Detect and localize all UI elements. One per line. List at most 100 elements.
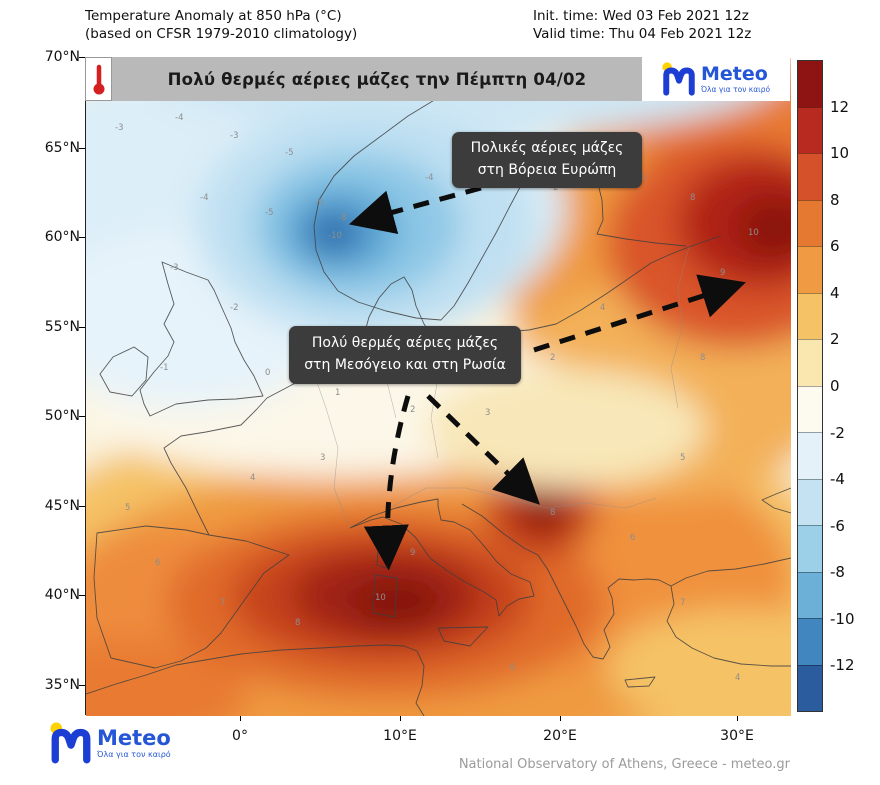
contour-value-label: 2: [550, 353, 556, 363]
colorbar-segment: [798, 664, 822, 711]
lon-tick-mark: [240, 715, 241, 721]
contour-value-label: 1: [335, 388, 341, 398]
contour-value-label: 3: [485, 408, 491, 418]
lat-tick-label: 35°N: [44, 677, 80, 693]
colorbar-segment: [798, 432, 822, 479]
arrow-polar-air: [348, 185, 482, 235]
footer-meteo-logo: Meteo Όλα για τον καιρό: [50, 722, 171, 764]
banner-title: Πολύ θερμές αέριες μάζες την Πέμπτη 04/0…: [167, 69, 587, 89]
credit-text: National Observatory of Athens, Greece -…: [458, 757, 790, 772]
anomaly-map: -3-4-3-5-4-5-6-8-10-6-4-3-2-3-2-10123246…: [85, 57, 791, 716]
arrow-warm-russia: [533, 274, 746, 353]
contour-value-label: -4: [425, 173, 434, 183]
contour-value-label: 6: [630, 533, 636, 543]
flow-arrows: [348, 185, 746, 571]
product-title-line1: Temperature Anomaly at 850 hPa (°C): [85, 8, 342, 24]
annotation-polar-air: Πολικές αέριες μάζες στη Βόρεια Ευρώπη: [452, 132, 642, 188]
contour-value-label: 4: [250, 473, 256, 483]
lat-tick-mark: [79, 57, 85, 58]
colorbar-segment: [798, 106, 822, 153]
colorbar-segment: [798, 246, 822, 293]
contour-value-label: -5: [265, 208, 274, 218]
colorbar-segment: [798, 478, 822, 525]
arrow-warm-italy: [363, 395, 411, 571]
colorbar-segment: [798, 339, 822, 386]
colorbar-segments: [797, 60, 823, 712]
contour-value-label: -2: [550, 183, 559, 193]
contour-value-label: -5: [285, 148, 294, 158]
colorbar-tick-label: -8: [830, 563, 845, 582]
lat-tick-mark: [79, 595, 85, 596]
contour-value-label: 8: [295, 618, 301, 628]
valid-time: Valid time: Thu 04 Feb 2021 12z: [533, 26, 752, 42]
colorbar-tick-label: 4: [830, 283, 840, 302]
annotation-warm-line1: Πολύ θερμές αέριες μάζες: [311, 335, 499, 352]
contour-value-label: 5: [680, 453, 686, 463]
init-time: Init. time: Wed 03 Feb 2021 12z: [533, 8, 749, 24]
colorbar-labels: 12 10 8 6 4 2 0 -2 -4 -6 -8 -10 -12: [830, 60, 875, 712]
contour-value-label: -8: [338, 213, 347, 223]
colorbar-tick-label: 12: [830, 97, 850, 116]
lat-tick-label: 50°N: [44, 408, 80, 424]
lat-tick-label: 60°N: [44, 229, 80, 245]
lat-tick-label: 45°N: [44, 498, 80, 514]
colorbar-tick-label: 2: [830, 330, 840, 349]
contour-value-label: 4: [735, 673, 741, 683]
colorbar-segment: [798, 571, 822, 618]
annotation-polar-line2: στη Βόρεια Ευρώπη: [477, 162, 617, 178]
lat-tick-label: 55°N: [44, 319, 80, 335]
contour-value-label: 9: [720, 268, 726, 278]
colorbar-segment: [798, 199, 822, 246]
colorbar-segment: [798, 618, 822, 665]
contour-value-label: 0: [265, 368, 271, 378]
meteo-logo-name: Meteo: [97, 725, 171, 750]
lon-tick-label: 30°E: [720, 728, 754, 744]
meteo-m-icon: [662, 62, 695, 96]
contour-value-label: 8: [700, 353, 706, 363]
lat-tick-mark: [79, 148, 85, 149]
contour-value-label: 4: [600, 303, 606, 313]
lon-tick-label: 0°: [232, 728, 248, 744]
lat-tick-mark: [79, 416, 85, 417]
meteo-m-icon: [50, 722, 91, 764]
colorbar-segment: [798, 153, 822, 200]
lon-tick-mark: [560, 715, 561, 721]
contour-value-label: 2: [410, 405, 416, 415]
contour-value-label: 10: [375, 593, 386, 603]
contour-value-label: -4: [175, 113, 184, 123]
colorbar-tick-label: 0: [830, 377, 840, 395]
colorbar-tick-label: -4: [830, 470, 845, 489]
contour-value-label: -6: [315, 198, 324, 208]
colorbar-segment: [798, 525, 822, 572]
meteo-logo-tagline: Όλα για τον καιρό: [700, 84, 771, 94]
lat-tick-label: 65°N: [44, 140, 80, 156]
contour-value-label: 10: [748, 228, 759, 238]
lat-tick-mark: [79, 237, 85, 238]
contour-value-label: 7: [680, 598, 686, 608]
anomaly-field: [86, 58, 791, 716]
arrow-warm-balkans: [426, 394, 540, 505]
lon-tick-mark: [400, 715, 401, 721]
lat-tick-mark: [79, 685, 85, 686]
contour-value-label: 5: [125, 503, 131, 513]
coastlines: [86, 58, 791, 716]
annotation-warm-line2: στη Μεσόγειο και στη Ρωσία: [304, 357, 506, 373]
colorbar-segment: [798, 292, 822, 339]
product-title: Temperature Anomaly at 850 hPa (°C) (bas…: [85, 7, 357, 43]
colorbar-tick-label: 8: [830, 190, 840, 209]
contour-value-label: -3: [170, 263, 179, 273]
colorbar-tick-label: 6: [830, 237, 840, 256]
colorbar-tick-label: -6: [830, 516, 845, 535]
colorbar-tick-label: -12: [830, 656, 855, 675]
meteo-logo-name: Meteo: [700, 62, 768, 85]
contour-value-label: 6: [155, 558, 161, 568]
meteo-logo: Meteo Όλα για τον καιρό: [662, 62, 770, 96]
lat-tick-label: 40°N: [44, 587, 80, 603]
contour-value-label: -1: [160, 363, 169, 373]
lat-tick-label: 70°N: [44, 49, 80, 65]
lat-tick-mark: [79, 506, 85, 507]
lon-tick-label: 10°E: [383, 728, 417, 744]
meteo-logo-tagline: Όλα για τον καιρό: [97, 749, 171, 759]
lat-tick-mark: [79, 327, 85, 328]
